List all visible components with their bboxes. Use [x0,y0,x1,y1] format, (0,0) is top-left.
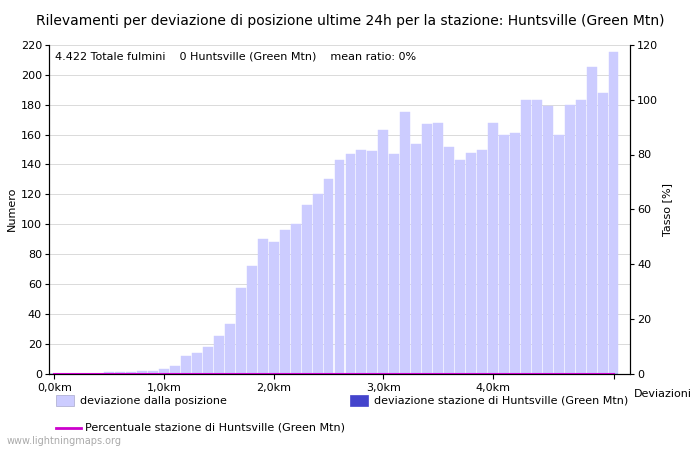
Bar [280,230,290,374]
Bar [433,123,443,374]
Bar [225,324,235,374]
Bar [488,123,498,374]
Bar [542,106,553,374]
Bar [379,130,389,373]
Bar [116,372,125,374]
Bar [575,100,586,374]
Bar [148,370,158,373]
Bar [400,112,410,374]
Bar [313,194,323,374]
Bar [323,180,333,374]
Text: 4.422 Totale fulmini    0 Huntsville (Green Mtn)    mean ratio: 0%: 4.422 Totale fulmini 0 Huntsville (Green… [55,52,416,62]
Bar [554,135,564,373]
Bar [104,372,114,374]
Bar [137,370,147,373]
Bar [368,151,377,374]
Bar [499,135,509,373]
Bar [510,133,520,374]
Bar [192,353,202,374]
Bar [477,149,487,374]
Bar [608,53,619,374]
Text: deviazione dalla posizione: deviazione dalla posizione [80,396,228,405]
Bar [587,68,596,374]
Bar [466,153,476,374]
Bar [598,93,608,374]
Bar [236,288,246,373]
Bar [389,154,399,374]
Bar [159,369,169,374]
Bar [346,154,356,374]
Bar [412,144,421,374]
Text: Rilevamenti per deviazione di posizione ultime 24h per la stazione: Huntsville (: Rilevamenti per deviazione di posizione … [36,14,664,27]
Bar [269,242,279,374]
Text: deviazione stazione di Huntsville (Green Mtn): deviazione stazione di Huntsville (Green… [374,396,629,405]
Bar [258,239,267,374]
Bar [335,160,344,374]
Bar [565,105,575,374]
Bar [302,205,312,374]
Bar [356,149,366,374]
Bar [126,372,136,374]
Y-axis label: Tasso [%]: Tasso [%] [662,183,672,236]
Bar [532,100,542,374]
Bar [422,124,432,374]
Y-axis label: Numero: Numero [6,187,17,231]
Bar [290,224,300,374]
Bar [170,366,180,374]
Bar [247,266,257,374]
Text: Deviazioni: Deviazioni [634,389,692,399]
Bar [214,336,224,373]
Bar [521,100,531,374]
Bar [203,346,213,374]
Text: www.lightningmaps.org: www.lightningmaps.org [7,436,122,446]
Bar [181,356,191,373]
Bar [455,160,465,374]
Text: Percentuale stazione di Huntsville (Green Mtn): Percentuale stazione di Huntsville (Gree… [85,423,345,432]
Bar [444,147,454,374]
